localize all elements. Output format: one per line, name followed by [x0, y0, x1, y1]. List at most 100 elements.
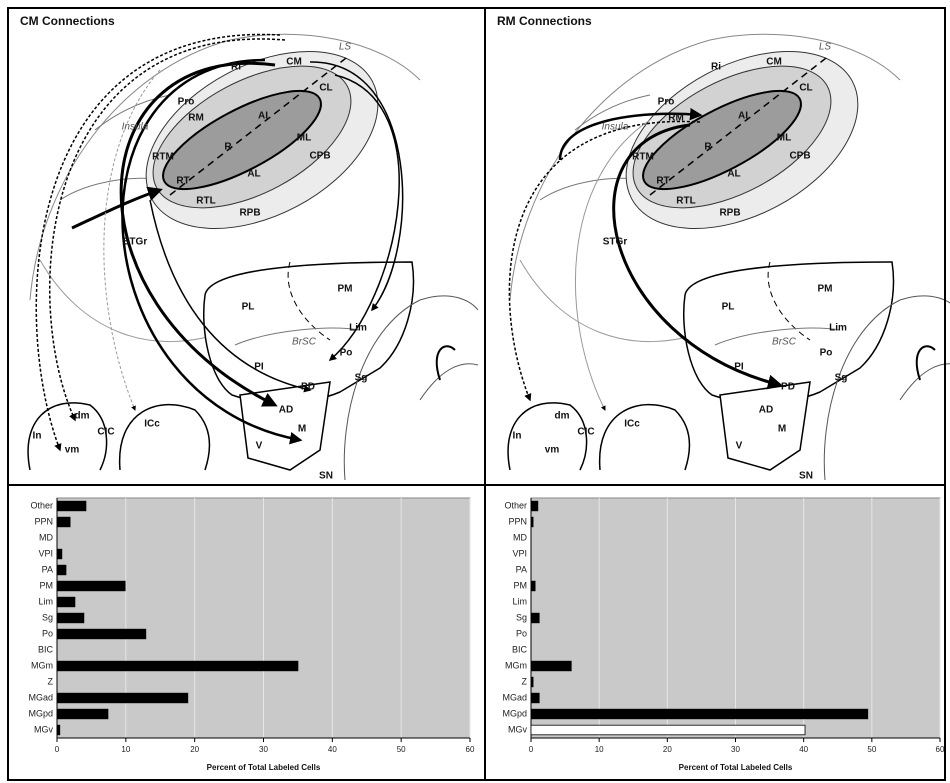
region-label: In: [33, 431, 42, 442]
region-label: V: [736, 441, 743, 452]
bar: [57, 629, 146, 639]
region-label: RPB: [719, 208, 740, 219]
region-label: AD: [759, 405, 773, 416]
x-tick-label: 0: [529, 745, 534, 754]
panel-title: RM Connections: [497, 14, 592, 28]
figure: CM Connections RM Connections Ri CM LS CL Pr…: [0, 0, 950, 783]
x-tick-label: 60: [466, 745, 475, 754]
page: {"diagrams": [ {"title": "CM Connections…: [0, 0, 950, 783]
region-label: AL: [247, 169, 260, 180]
bar: [531, 517, 533, 527]
region-label: Po: [820, 348, 833, 359]
bar: [531, 709, 868, 719]
region-label: STGr: [123, 237, 148, 248]
region-label: vm: [65, 445, 80, 456]
bar: [57, 709, 108, 719]
bar: [57, 597, 75, 607]
bar: [57, 613, 84, 623]
region-label: AI: [258, 111, 268, 122]
x-axis-label: Percent of Total Labeled Cells: [679, 763, 793, 772]
region-label: Insula: [602, 122, 629, 133]
region-label: CM: [766, 57, 782, 68]
region-label: vm: [545, 445, 560, 456]
region-label: PI: [254, 362, 264, 373]
x-tick-label: 10: [121, 745, 130, 754]
region-label: BrSC: [772, 337, 797, 348]
region-label: RT: [656, 176, 669, 187]
y-tick-label: Z: [48, 676, 54, 686]
y-tick-label: PM: [40, 580, 54, 590]
x-axis-label: Percent of Total Labeled Cells: [207, 763, 321, 772]
y-tick-label: Lim: [38, 596, 53, 606]
region-label: CL: [799, 83, 812, 94]
region-label: PD: [781, 382, 795, 393]
bar: [531, 725, 805, 735]
region-label: AD: [279, 405, 293, 416]
y-tick-label: MD: [39, 532, 53, 542]
bar: [57, 661, 298, 671]
x-tick-label: 40: [799, 745, 808, 754]
y-tick-label: MGm: [31, 660, 53, 670]
y-tick-label: PA: [516, 564, 527, 574]
region-label: RTM: [152, 152, 174, 163]
y-tick-label: PPN: [34, 516, 53, 526]
region-label: RTL: [676, 196, 695, 207]
y-tick-label: BIC: [38, 644, 54, 654]
y-tick-label: MGad: [28, 692, 53, 702]
region-label: CIC: [577, 427, 594, 438]
region-label: Insula: [122, 122, 149, 133]
y-tick-label: PPN: [508, 516, 527, 526]
x-tick-label: 50: [397, 745, 406, 754]
region-label: CL: [319, 83, 332, 94]
region-label: dm: [555, 411, 570, 422]
bar: [57, 549, 62, 559]
x-tick-label: 10: [595, 745, 604, 754]
region-label: Lim: [829, 323, 847, 334]
region-label: Ri: [231, 62, 241, 73]
region-label: AL: [727, 169, 740, 180]
region-label: RTM: [632, 152, 654, 163]
region-label: R: [704, 142, 712, 153]
y-tick-label: MGv: [508, 724, 527, 734]
y-tick-label: MGpd: [28, 708, 53, 718]
region-label: RPB: [239, 208, 260, 219]
bar: [57, 581, 125, 591]
y-tick-label: Sg: [516, 612, 527, 622]
region-label: AI: [738, 111, 748, 122]
x-tick-label: 30: [731, 745, 740, 754]
y-tick-label: PA: [42, 564, 53, 574]
region-label: ML: [777, 133, 791, 144]
y-tick-label: Sg: [42, 612, 53, 622]
region-label: M: [778, 424, 786, 435]
y-tick-label: MGpd: [502, 708, 527, 718]
y-tick-label: VPI: [38, 548, 53, 558]
region-label: LS: [339, 42, 352, 53]
bar: [531, 581, 535, 591]
region-label: In: [513, 431, 522, 442]
region-label: PM: [818, 284, 833, 295]
bar: [531, 613, 539, 623]
region-label: RTL: [196, 196, 215, 207]
panel-title: CM Connections: [20, 14, 115, 28]
region-label: Po: [340, 348, 353, 359]
region-label: Pro: [658, 97, 675, 108]
region-label: R: [224, 142, 232, 153]
region-label: SN: [799, 471, 813, 482]
y-tick-label: PM: [514, 580, 528, 590]
bar: [531, 661, 571, 671]
y-tick-label: Po: [42, 628, 53, 638]
x-tick-label: 30: [259, 745, 268, 754]
bar: [57, 565, 66, 575]
y-tick-label: Lim: [512, 596, 527, 606]
region-label: Sg: [355, 373, 368, 384]
x-tick-label: 0: [55, 745, 60, 754]
region-label: SN: [319, 471, 333, 482]
region-label: Lim: [349, 323, 367, 334]
x-tick-label: 20: [190, 745, 199, 754]
region-label: V: [256, 441, 263, 452]
region-label: LS: [819, 42, 832, 53]
region-label: RT: [176, 176, 189, 187]
bar: [57, 501, 86, 511]
region-label: CPB: [309, 151, 330, 162]
x-tick-label: 60: [936, 745, 945, 754]
